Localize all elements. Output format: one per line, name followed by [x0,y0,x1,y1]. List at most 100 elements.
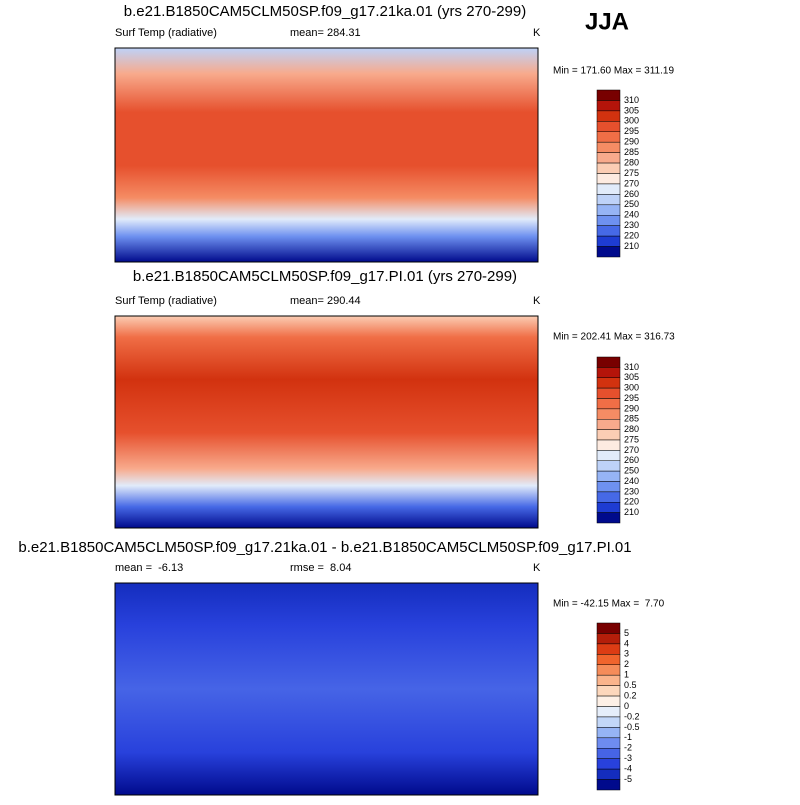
colorbar-box [596,695,621,707]
colorbar-label: 210 [624,241,639,251]
colorbar-box [596,727,621,739]
colorbar-label: 310 [624,362,639,372]
panel-title: b.e21.B1850CAM5CLM50SP.f09_g17.21ka.01 -… [18,539,631,556]
colorbar-label: 280 [624,157,639,167]
colorbar-box [596,367,621,378]
colorbar-label: 275 [624,434,639,444]
colorbar-label: 270 [624,445,639,455]
colorbar-label: 285 [624,414,639,424]
colorbar-label: -5 [624,774,632,784]
colorbar-label: 0 [624,701,629,711]
colorbar-label: 210 [624,507,639,517]
map [114,47,539,263]
colorbar-box [596,622,621,634]
colorbar-box [596,643,621,655]
colorbar-label: 220 [624,231,639,241]
colorbar-label: 250 [624,199,639,209]
colorbar-box [596,685,621,697]
colorbar-label: 220 [624,497,639,507]
colorbar-label: 5 [624,628,629,638]
colorbar-label: 310 [624,95,639,105]
panels: b.e21.B1850CAM5CLM50SP.f09_g17.21ka.01 (… [18,3,675,791]
units-label: K [533,295,541,307]
colorbar-label: 240 [624,476,639,486]
map [114,582,539,796]
minmax-label: Min = -42.15 Max = 7.70 [553,599,665,610]
season-label: JJA [585,8,629,35]
colorbar-label: 230 [624,220,639,230]
colorbar-box [596,100,621,112]
colorbar-label: 260 [624,189,639,199]
colorbar-label: 305 [624,372,639,382]
colorbar-box [596,110,621,122]
colorbar-label: 240 [624,210,639,220]
minmax-label: Min = 171.60 Max = 311.19 [553,66,674,77]
variable-label: Surf Temp (radiative) [115,295,217,307]
colorbar-box [596,183,621,195]
colorbar-box [596,768,621,780]
colorbar-box [596,779,621,791]
colorbar-box [596,737,621,749]
colorbar-box [596,215,621,226]
colorbar-box [596,356,621,368]
colorbar-box [596,481,621,493]
colorbar-label: 280 [624,424,639,434]
colorbar-box [596,470,621,482]
colorbar-label: 250 [624,466,639,476]
colorbar-box [596,450,621,461]
colorbar-label: 275 [624,168,639,178]
colorbar-label: -3 [624,753,632,763]
colorbar-box [596,398,621,410]
colorbar-label: -1 [624,732,632,742]
colorbar-label: -0.5 [624,722,640,732]
colorbar-box [596,194,621,206]
colorbar-box [596,162,621,174]
colorbar-box [596,716,621,728]
colorbar-box [596,141,621,153]
colorbar-box [596,377,621,389]
colorbar-label: 285 [624,147,639,157]
units-label: K [533,562,541,574]
colorbar-box [596,758,621,770]
panel-title: b.e21.B1850CAM5CLM50SP.f09_g17.21ka.01 (… [124,3,527,20]
colorbar-label: 295 [624,126,639,136]
colorbar-label: 260 [624,455,639,465]
colorbar-label: 0.2 [624,690,637,700]
colorbar-box [596,408,621,420]
map [114,315,539,529]
colorbar-label: 300 [624,383,639,393]
colorbar-label: 290 [624,137,639,147]
colorbar-box [596,152,621,164]
colorbar-box [596,235,621,247]
colorbar-label: -2 [624,743,632,753]
colorbar-label: -4 [624,764,632,774]
variable-label: Surf Temp (radiative) [115,27,217,39]
colorbar-label: -0.2 [624,711,640,721]
colorbar-box [596,706,621,718]
colorbar-label: 300 [624,116,639,126]
colorbar-label: 230 [624,486,639,496]
colorbar-box [596,439,621,451]
colorbar-box [596,512,621,524]
colorbar-box [596,674,621,686]
colorbar-box [596,387,621,399]
colorbar-box [596,419,621,430]
colorbar-box [596,173,621,185]
colorbar-box [596,502,621,513]
colorbar-box [596,121,621,132]
mean-label: mean= 290.44 [290,295,361,307]
colorbar-box [596,664,621,676]
units-label: K [533,27,541,39]
colorbar-box [596,89,621,101]
rmse-label: rmse = 8.04 [290,562,351,574]
colorbar-box [596,246,621,258]
colorbar-label: 2 [624,659,629,669]
minmax-label: Min = 202.41 Max = 316.73 [553,332,675,343]
colorbar-label: 1 [624,670,629,680]
mean-label: mean = -6.13 [115,562,183,574]
colorbar-label: 305 [624,105,639,115]
colorbar-box [596,204,621,216]
colorbar-box [596,654,621,665]
colorbar-label: 290 [624,403,639,413]
